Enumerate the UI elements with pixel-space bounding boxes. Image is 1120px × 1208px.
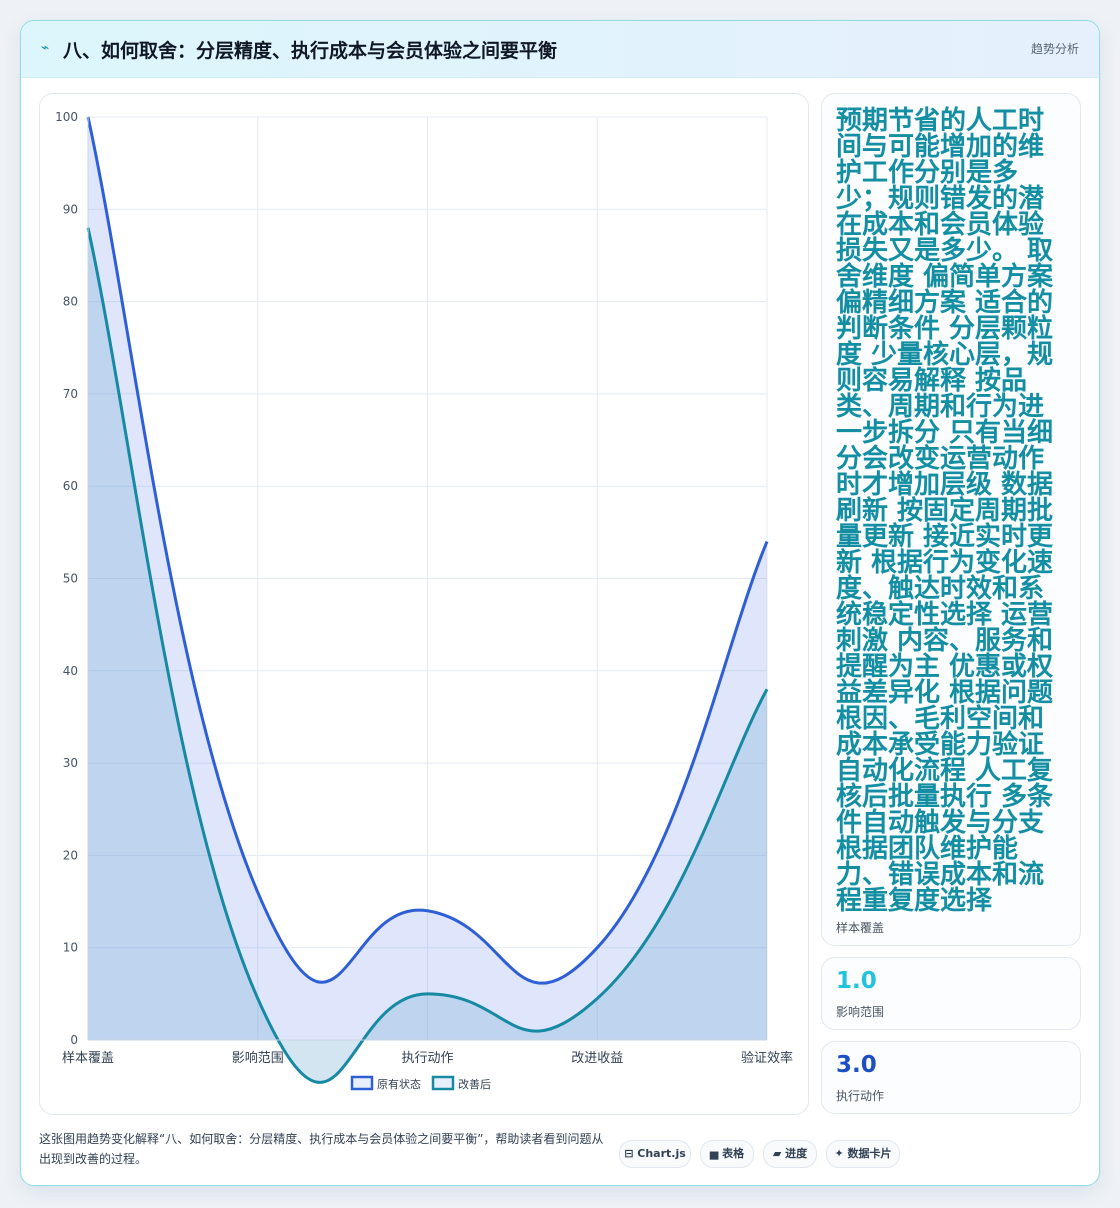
report-card: ⌁ 八、如何取舍：分层精度、执行成本与会员体验之间要平衡 趋势分析 0 10 20 3…	[20, 20, 1100, 1186]
y-tick-label: 50	[63, 572, 78, 586]
kpi-label-scope: 影响范围	[836, 1005, 885, 1019]
legend-swatch	[431, 1075, 455, 1091]
summary-text: 预期节省的人工时间与可能增加的维护工作分别是多少；规则错发的潜在成本和会员体验损…	[836, 106, 1054, 916]
kpi-card-scope: 1.0 影响范围	[821, 957, 1081, 1030]
chip-table[interactable]: ▅ 表格	[700, 1140, 754, 1168]
y-tick-label: 90	[63, 202, 78, 216]
legend-label: 改善后	[458, 1077, 491, 1091]
chart-caption: 这张图用趋势变化解释“八、如何取舍：分层精度、执行成本与会员体验之间要平衡”，帮…	[39, 1132, 604, 1166]
card-header: ⌁ 八、如何取舍：分层精度、执行成本与会员体验之间要平衡 趋势分析	[21, 21, 1099, 78]
legend-swatch	[350, 1075, 374, 1091]
y-tick-label: 10	[63, 941, 78, 955]
trend-tag: 趋势分析	[1030, 42, 1079, 56]
chart-panel: 0 10 20 30 40 50 60 70 80 90 100 样本覆盖 影响范围 执行动作 改进收益 验证…	[39, 93, 809, 1115]
y-tick-label: 0	[70, 1033, 78, 1047]
summary-card: 预期节省的人工时间与可能增加的维护工作分别是多少；规则错发的潜在成本和会员体验损…	[821, 93, 1081, 946]
legend-label: 原有状态	[377, 1077, 421, 1091]
series-line	[86, 116, 769, 985]
summary-label: 样本覆盖	[836, 921, 885, 935]
series-line	[86, 227, 769, 1084]
chart-icon: ⌁	[41, 40, 50, 56]
y-tick-label: 30	[63, 756, 78, 770]
kpi-card-action: 3.0 执行动作	[821, 1041, 1081, 1114]
kpi-value-scope: 1.0	[836, 968, 877, 994]
x-tick-label: 影响范围	[232, 1050, 284, 1066]
line-area-chart: 0 10 20 30 40 50 60 70 80 90 100 样本覆盖 影响范围 执行动作 改进收益 验证…	[55, 110, 793, 1091]
y-tick-label: 70	[63, 387, 78, 401]
y-tick-label: 60	[63, 479, 78, 493]
y-tick-label: 100	[55, 110, 78, 124]
page-title: 八、如何取舍：分层精度、执行成本与会员体验之间要平衡	[63, 40, 558, 62]
x-tick-label: 执行动作	[401, 1051, 453, 1066]
chip-data-card[interactable]: ✦ 数据卡片	[826, 1140, 900, 1168]
kpi-value-action: 3.0	[836, 1052, 877, 1078]
kpi-label-action: 执行动作	[836, 1089, 885, 1103]
x-tick-label: 样本覆盖	[62, 1051, 114, 1066]
chip-chartjs[interactable]: ⊟ Chart.js	[619, 1140, 691, 1168]
y-tick-label: 20	[63, 848, 78, 862]
y-tick-label: 40	[63, 664, 78, 678]
series-area	[88, 117, 767, 1040]
chip-progress[interactable]: ▰ 进度	[763, 1140, 817, 1168]
x-tick-label: 验证效率	[741, 1050, 793, 1066]
series-area	[88, 227, 767, 1083]
x-tick-label: 改进收益	[571, 1051, 623, 1066]
y-tick-label: 80	[63, 295, 78, 309]
